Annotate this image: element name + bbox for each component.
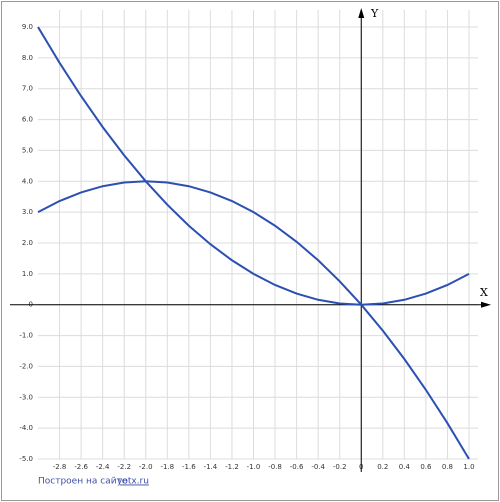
y-axis-label: Y	[370, 7, 379, 20]
x-tick-label: -1.4	[204, 463, 218, 471]
y-tick-label: 6.0	[22, 116, 33, 124]
x-tick-label: -2.4	[96, 463, 110, 471]
footer-link[interactable]: yotx.ru	[117, 477, 149, 487]
y-tick-label: 5.0	[22, 146, 33, 154]
x-tick-label: 0.2	[377, 463, 388, 471]
y-tick-label: -5.0	[19, 455, 33, 463]
y-axis-arrow	[358, 8, 365, 18]
x-tick-label: 0.8	[442, 463, 453, 471]
x-tick-label: -2.2	[117, 463, 131, 471]
x-tick-label: -1.0	[247, 463, 261, 471]
x-tick-label: -1.2	[225, 463, 239, 471]
y-tick-label: 2.0	[22, 239, 33, 247]
x-tick-label: -2.0	[139, 463, 153, 471]
y-tick-label: -2.0	[19, 362, 33, 370]
curve	[37, 180, 470, 460]
x-tick-label: -2.8	[53, 463, 67, 471]
curve	[37, 26, 470, 306]
x-tick-label: 0.6	[420, 463, 432, 471]
x-tick-label: 1.0	[463, 463, 474, 471]
x-tick-label: -1.8	[160, 463, 174, 471]
x-tick-label: -0.4	[311, 463, 325, 471]
y-tick-label: -4.0	[19, 424, 33, 432]
y-tick-label: 3.0	[22, 208, 33, 216]
x-tick-label: -2.6	[74, 463, 88, 471]
y-tick-label: 1.0	[22, 270, 33, 278]
y-tick-label: -1.0	[19, 332, 33, 340]
x-tick-label: -0.6	[290, 463, 304, 471]
x-axis-arrow	[481, 301, 491, 308]
x-tick-label: -0.8	[268, 463, 282, 471]
y-tick-label: 7.0	[22, 85, 33, 93]
x-axis-label: X	[480, 286, 488, 299]
x-tick-label: -0.2	[333, 463, 347, 471]
y-tick-label: 8.0	[22, 54, 33, 62]
y-tick-label: -3.0	[19, 393, 33, 401]
footer-text: Построен на сайте	[38, 477, 128, 487]
x-tick-label: -1.6	[182, 463, 196, 471]
y-tick-label: 9.0	[22, 23, 33, 31]
x-tick-label: 0.4	[399, 463, 411, 471]
y-tick-label: 4.0	[22, 177, 33, 185]
